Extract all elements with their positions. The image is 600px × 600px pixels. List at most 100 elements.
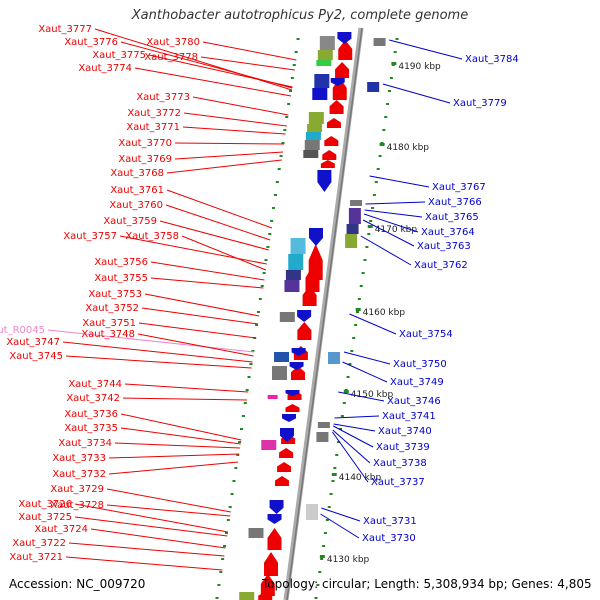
left-tick-dot bbox=[224, 532, 228, 534]
right-tick-dot bbox=[386, 103, 390, 105]
forward-gene-arrow bbox=[285, 404, 300, 412]
forward-gene-block bbox=[285, 270, 301, 280]
gene-leader-line bbox=[174, 151, 284, 160]
gene-label-xaut-3762: Xaut_3762 bbox=[414, 260, 468, 271]
right-tick-dot bbox=[357, 298, 361, 300]
gene-leader-line bbox=[148, 54, 293, 88]
left-tick-dot bbox=[238, 441, 242, 443]
gene-leader-line bbox=[362, 219, 415, 247]
reverse-gene-arrow bbox=[280, 428, 294, 442]
left-tick-dot bbox=[245, 389, 249, 391]
gene-label-xaut-3766: Xaut_3766 bbox=[428, 197, 482, 208]
right-tick-dot bbox=[350, 350, 354, 352]
forward-gene-block bbox=[316, 60, 332, 66]
forward-gene-block bbox=[314, 74, 330, 88]
gene-label-xaut-3741: Xaut_3741 bbox=[382, 411, 436, 422]
forward-gene-arrow bbox=[267, 528, 282, 550]
right-tick-dot bbox=[395, 38, 399, 40]
left-tick-dot bbox=[273, 194, 277, 196]
right-tick-dot bbox=[389, 77, 393, 79]
gene-leader-line bbox=[332, 429, 371, 464]
gene-leader-line bbox=[108, 453, 240, 459]
right-tick-dot bbox=[378, 155, 382, 157]
gene-label-xaut-3742: Xaut_3742 bbox=[66, 393, 120, 404]
gene-leader-line bbox=[150, 277, 264, 289]
gene-leader-line bbox=[108, 461, 239, 475]
reverse-gene-arrow bbox=[267, 514, 282, 524]
scale-tick-mark bbox=[343, 390, 349, 393]
genome-backbone-edge bbox=[286, 27, 363, 600]
reverse-gene-arrow bbox=[289, 362, 304, 370]
left-tick-dot bbox=[232, 480, 236, 482]
forward-gene-arrow bbox=[275, 476, 290, 486]
left-tick-dot bbox=[262, 272, 266, 274]
gene-label-xaut-3740: Xaut_3740 bbox=[378, 426, 432, 437]
left-tick-dot bbox=[230, 493, 234, 495]
right-tick-dot bbox=[355, 311, 359, 313]
forward-gene-arrow bbox=[324, 136, 339, 146]
forward-gene-arrow bbox=[335, 62, 350, 78]
left-tick-dot bbox=[290, 77, 294, 79]
gene-label-xaut-3759: Xaut_3759 bbox=[103, 216, 157, 227]
gene-label-xaut-3730: Xaut_3730 bbox=[362, 533, 416, 544]
gene-leader-line bbox=[202, 41, 297, 61]
forward-gene-arrow bbox=[260, 574, 275, 596]
gene-label-xaut-3737: Xaut_3737 bbox=[371, 477, 425, 488]
right-tick-dot bbox=[384, 116, 388, 118]
gene-label-xaut-3754: Xaut_3754 bbox=[399, 329, 453, 340]
left-tick-dot bbox=[296, 38, 300, 40]
gene-label-xaut-3751: Xaut_3751 bbox=[82, 318, 136, 329]
left-tick-dot bbox=[266, 246, 270, 248]
right-tick-dot bbox=[359, 285, 363, 287]
reverse-gene-block bbox=[373, 38, 386, 46]
reverse-gene-block bbox=[345, 234, 358, 248]
gene-leader-line bbox=[360, 235, 412, 266]
right-tick-dot bbox=[367, 233, 371, 235]
gene-leader-line bbox=[150, 261, 265, 281]
left-tick-dot bbox=[260, 285, 264, 287]
forward-gene-block bbox=[288, 254, 304, 270]
reverse-gene-arrow bbox=[330, 78, 345, 86]
gene-label-xaut-3731: Xaut_3731 bbox=[363, 516, 417, 527]
gene-label-xaut-3752: Xaut_3752 bbox=[85, 303, 139, 314]
left-tick-dot bbox=[226, 519, 230, 521]
right-tick-dot bbox=[314, 597, 318, 599]
left-tick-dot bbox=[219, 571, 223, 573]
right-tick-dot bbox=[322, 545, 326, 547]
left-tick-dot bbox=[223, 545, 227, 547]
gene-leader-line bbox=[137, 333, 254, 357]
gene-label-xaut-3779: Xaut_3779 bbox=[453, 98, 507, 109]
reverse-gene-block bbox=[305, 504, 318, 520]
forward-gene-block bbox=[271, 366, 287, 380]
gene-leader-line bbox=[343, 351, 391, 365]
left-tick-dot bbox=[215, 597, 219, 599]
left-tick-dot bbox=[247, 376, 251, 378]
forward-gene-arrow bbox=[320, 160, 335, 168]
gene-label-xaut-3756: Xaut_3756 bbox=[94, 257, 148, 268]
gene-label-xaut-3767: Xaut_3767 bbox=[432, 182, 486, 193]
gene-leader-line bbox=[74, 516, 228, 537]
gene-label-xaut-3753: Xaut_3753 bbox=[88, 289, 142, 300]
left-tick-dot bbox=[249, 363, 253, 365]
gene-leader-line bbox=[334, 415, 380, 419]
left-tick-dot bbox=[277, 168, 281, 170]
right-tick-dot bbox=[320, 558, 324, 560]
reverse-gene-arrow bbox=[297, 310, 312, 322]
gene-leader-line bbox=[124, 383, 249, 393]
left-tick-dot bbox=[272, 207, 276, 209]
reverse-gene-block bbox=[316, 432, 329, 442]
gene-label-xaut-3747: Xaut_3747 bbox=[6, 337, 60, 348]
right-tick-dot bbox=[318, 571, 322, 573]
reverse-gene-block bbox=[367, 82, 380, 92]
scale-ticks: 4130 kbp 4140 kbp 4150 kbp 4160 kbp 4170 kbp… bbox=[319, 62, 441, 565]
scale-tick-label: 4180 kbp bbox=[387, 143, 430, 153]
gene-leader-line bbox=[200, 56, 295, 71]
left-tick-dot bbox=[283, 129, 287, 131]
gene-label-xaut-3784: Xaut_3784 bbox=[465, 54, 519, 65]
scale-tick-label: 4140 kbp bbox=[339, 473, 382, 483]
reverse-gene-block bbox=[346, 224, 359, 234]
gene-leader-line bbox=[144, 293, 260, 317]
forward-gene-block bbox=[317, 50, 333, 60]
